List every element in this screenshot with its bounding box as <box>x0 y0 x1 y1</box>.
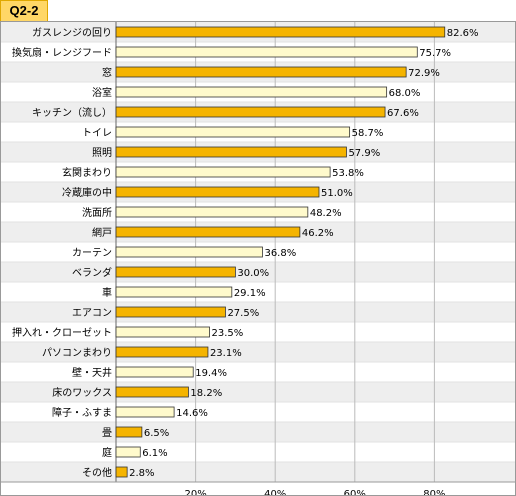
bar <box>115 186 320 198</box>
x-tick-label: 60% <box>344 489 366 495</box>
value-label: 48.2% <box>310 208 342 219</box>
value-label: 51.0% <box>321 188 353 199</box>
value-label: 68.0% <box>389 88 421 99</box>
value-label: 14.6% <box>176 408 208 419</box>
bar <box>115 286 233 298</box>
value-label: 30.0% <box>237 268 269 279</box>
bar <box>115 406 175 418</box>
chart-frame: ガスレンジの回り 82.6% 換気扇・レンジフード 75.7% 窓 72.9% 浴室 68.0… <box>0 21 516 496</box>
category-label: 庭 <box>102 446 112 459</box>
value-label: 72.9% <box>408 68 440 79</box>
value-label: 23.1% <box>210 348 242 359</box>
category-label: 照明 <box>92 147 112 159</box>
category-label: カーテン <box>72 247 112 259</box>
value-label: 36.8% <box>264 248 296 259</box>
category-label: ベランダ <box>72 266 112 279</box>
x-tick-label: 20% <box>184 489 206 495</box>
category-label: パソコンまわり <box>42 347 112 359</box>
bar <box>115 266 236 278</box>
value-label: 2.8% <box>129 468 154 479</box>
category-label: 押入れ・クローゼット <box>12 326 112 339</box>
bar <box>115 366 194 378</box>
bar <box>115 326 210 338</box>
value-label: 75.7% <box>419 48 451 59</box>
bar <box>115 246 263 258</box>
question-tab: Q2-2 <box>0 0 48 21</box>
value-label: 6.1% <box>142 448 167 459</box>
value-label: 23.5% <box>212 328 244 339</box>
bar <box>115 206 309 218</box>
category-label: キッチン（流し） <box>32 106 112 119</box>
bar <box>115 346 209 358</box>
category-label: エアコン <box>72 308 112 319</box>
category-label: 洗面所 <box>82 207 112 219</box>
category-label: トイレ <box>82 128 112 139</box>
category-label: ガスレンジの回り <box>32 27 112 39</box>
category-label: 窓 <box>102 66 112 79</box>
bar <box>115 106 386 118</box>
bar <box>115 466 128 478</box>
bar <box>115 386 189 398</box>
value-label: 19.4% <box>195 368 227 379</box>
bar <box>115 446 141 458</box>
value-label: 53.8% <box>332 168 364 179</box>
category-label: 玄関まわり <box>62 166 112 179</box>
category-label: 畳 <box>102 427 112 439</box>
bar <box>115 46 418 58</box>
bar <box>115 86 388 98</box>
value-label: 58.7% <box>352 128 384 139</box>
bar-chart: ガスレンジの回り 82.6% 換気扇・レンジフード 75.7% 窓 72.9% 浴室 68.0… <box>1 22 515 495</box>
value-label: 29.1% <box>234 288 266 299</box>
bar <box>115 166 331 178</box>
bar <box>115 126 351 138</box>
value-label: 6.5% <box>144 428 169 439</box>
value-label: 46.2% <box>302 228 334 239</box>
category-label: その他 <box>82 466 112 479</box>
value-label: 67.6% <box>387 108 419 119</box>
value-label: 57.9% <box>348 148 380 159</box>
category-label: 換気扇・レンジフード <box>12 46 112 59</box>
x-tick-label: 40% <box>264 489 286 495</box>
bar <box>115 306 226 318</box>
category-label: 浴室 <box>92 86 112 99</box>
value-label: 82.6% <box>447 28 479 39</box>
bar <box>115 426 143 438</box>
bar <box>115 146 347 158</box>
category-label: 床のワックス <box>52 386 112 399</box>
row-stripe <box>1 462 515 482</box>
category-label: 車 <box>102 286 112 299</box>
category-label: 障子・ふすま <box>52 406 112 419</box>
bar <box>115 226 301 238</box>
row-stripe <box>1 422 515 442</box>
category-label: 冷蔵庫の中 <box>62 186 112 199</box>
bar <box>115 66 407 78</box>
value-label: 18.2% <box>190 388 222 399</box>
category-label: 壁・天井 <box>72 366 112 379</box>
value-label: 27.5% <box>227 308 259 319</box>
category-label: 網戸 <box>92 226 112 239</box>
x-tick-label: 80% <box>423 489 445 495</box>
bar <box>115 26 446 38</box>
